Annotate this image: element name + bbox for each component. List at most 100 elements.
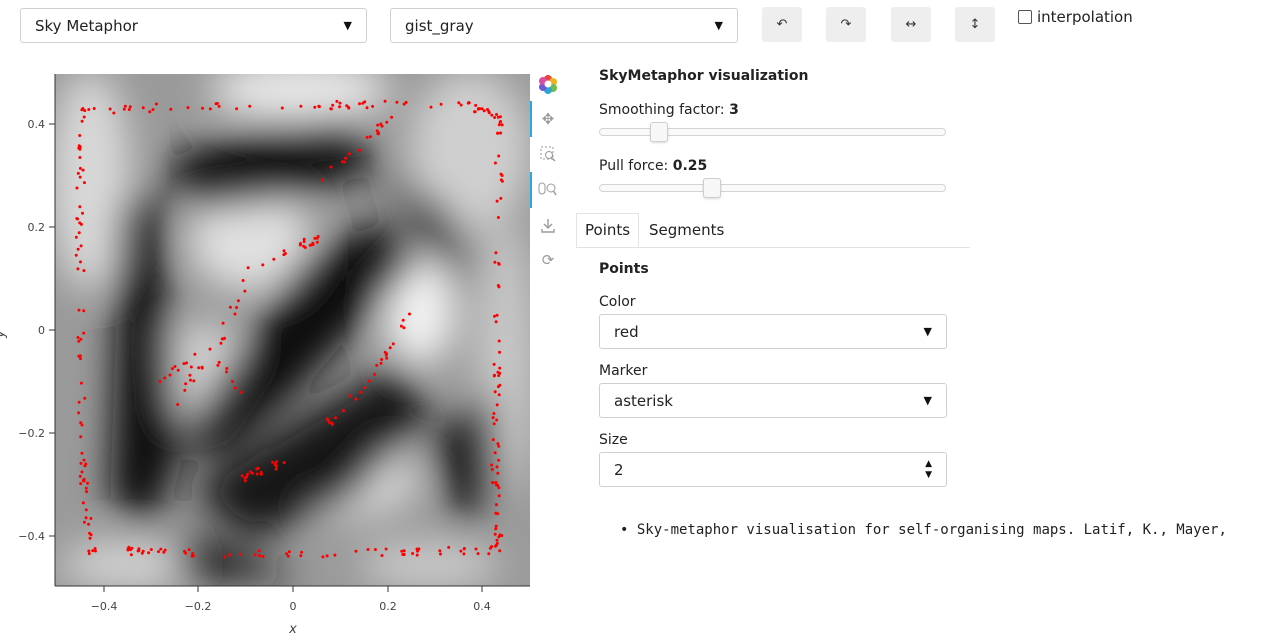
chevron-down-icon: ▼ [714,19,723,32]
y-tick-label: 0.2 [28,221,46,234]
scatter-point [282,461,286,465]
scatter-point [257,549,261,553]
scatter-point [88,531,91,535]
interpolation-checkbox[interactable]: interpolation [1018,8,1133,26]
checkbox-box[interactable] [1018,10,1032,24]
scatter-point [87,552,91,556]
scatter-point [157,550,160,554]
scatter-point [315,240,319,244]
scatter-point [74,235,78,239]
undo-button[interactable]: ↶ [762,7,802,42]
scatter-point [240,474,244,478]
scatter-point [84,516,88,520]
scatter-point [82,520,86,524]
scatter-point [241,279,245,282]
scatter-point [365,106,369,110]
marker-select[interactable]: asterisk ▼ [599,383,947,418]
scatter-point [329,107,333,111]
smoothing-slider[interactable] [599,122,946,142]
scatter-point [250,471,254,475]
pan-icon[interactable]: ✥ [541,110,555,128]
scatter-point [474,103,478,107]
scatter-point [498,115,502,119]
scatter-point [495,199,499,203]
scatter-point [487,552,491,556]
scatter-point [78,175,82,179]
sky-metaphor-plot[interactable]: −0.4 −0.2 0 0.2 0.4 0.4 0.2 0 −0.2 −0.4 … [0,60,530,644]
scatter-point [498,366,502,370]
y-tick-label: −0.2 [18,427,45,440]
scatter-point [221,321,225,325]
scatter-point [354,397,358,401]
flip-vertical-button[interactable]: ↕ [955,7,995,42]
tab-points[interactable]: Points [576,213,639,247]
reset-icon[interactable]: ⟳ [541,251,555,269]
smoothing-slider-handle[interactable] [649,122,668,142]
scatter-point [216,363,220,367]
scatter-point [75,186,79,190]
box-zoom-icon[interactable] [535,141,561,167]
bokeh-logo-icon[interactable] [535,71,561,97]
scatter-point [494,251,498,255]
pull-force-slider-handle[interactable] [702,178,721,198]
scatter-point [82,458,86,462]
redo-button[interactable]: ↷ [826,7,866,42]
scatter-point [391,342,395,346]
scatter-point [151,108,155,111]
tab-bar: Points Segments [576,213,970,248]
spinner-arrows-icon[interactable]: ▲ ▼ [925,458,932,480]
scatter-point [494,503,498,507]
scatter-point [127,108,131,111]
scatter-point [402,102,406,106]
scatter-point [497,458,501,462]
scatter-point [500,123,504,127]
scatter-point [493,451,497,455]
color-select-value: red [614,322,639,341]
scatter-point [299,104,303,108]
scatter-point [186,106,190,110]
chevron-down-icon: ▼ [923,325,932,338]
dataset-select[interactable]: Sky Metaphor ▼ [20,8,367,43]
scatter-point [490,113,494,117]
scatter-point [380,554,384,557]
x-axis-label: x [288,622,297,637]
scatter-point [91,549,95,553]
scatter-point [235,107,239,111]
scatter-point [225,370,228,374]
scatter-point [491,438,495,442]
scatter-point [81,107,85,110]
color-select[interactable]: red ▼ [599,314,947,349]
scatter-point [478,107,482,111]
scatter-point [162,550,166,554]
scatter-point [496,216,500,219]
scatter-point [459,103,463,107]
scatter-point [123,104,127,108]
scatter-point [163,548,167,552]
scatter-point [329,165,333,169]
scatter-point [183,388,187,392]
pull-force-slider[interactable] [599,178,946,198]
scatter-point [496,284,500,287]
scatter-point [129,553,133,557]
scatter-point [217,360,221,364]
scatter-point [358,102,361,106]
scatter-point [89,517,93,520]
scatter-point [316,235,320,238]
scatter-point [93,547,97,550]
scatter-point [482,109,486,113]
wheel-zoom-icon[interactable] [535,176,561,202]
scatter-point [303,246,307,249]
flip-horizontal-button[interactable]: ↔ [891,7,931,42]
tab-segments[interactable]: Segments [649,221,725,239]
save-icon[interactable] [535,213,561,239]
size-spinner-value[interactable]: 2 [614,460,624,479]
scatter-point [438,549,442,553]
heatmap-image [55,74,530,586]
scatter-point [77,339,81,343]
size-spinner[interactable]: 2 ▲ ▼ [599,452,947,487]
scatter-point [327,419,330,423]
colormap-select[interactable]: gist_gray ▼ [390,8,738,43]
scatter-point [253,553,257,557]
reference-text: Sky-metaphor visualisation for self-orga… [636,522,1227,538]
y-tick-label: −0.4 [18,530,45,543]
